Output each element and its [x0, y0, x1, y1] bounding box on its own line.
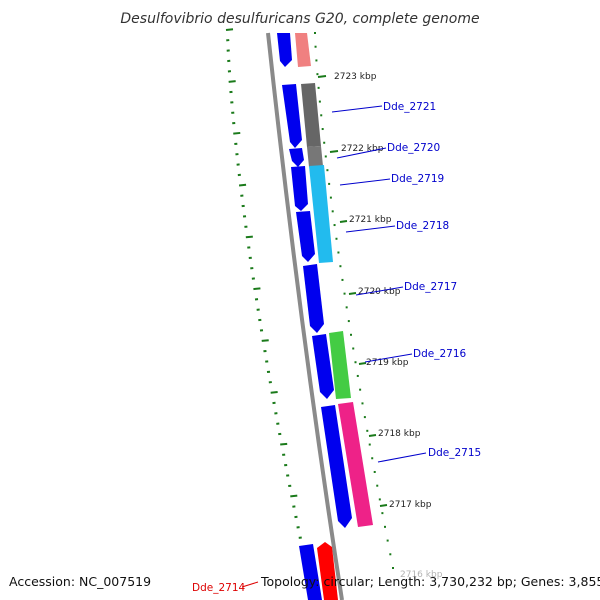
gene-labels: Dde_2721 Dde_2720 Dde_2719 Dde_2718 Dde_… [192, 101, 481, 594]
gene-label-dde-2721[interactable]: Dde_2721 [383, 101, 436, 113]
kbp-tick [379, 504, 388, 507]
scale-tick [225, 28, 234, 31]
kbp-label: 2721 kbp [349, 215, 392, 225]
kbp-label: 2717 kbp [389, 500, 432, 510]
kbp-label: 2723 kbp [334, 72, 377, 82]
leader-line [331, 105, 383, 113]
leader-line [377, 452, 427, 463]
kbp-label: 2722 kbp [341, 144, 384, 154]
gene-block-magenta[interactable] [338, 402, 373, 527]
scale-tick [253, 287, 261, 291]
gene-arrow-forward[interactable] [312, 334, 334, 399]
scale-tick [233, 131, 241, 135]
leader-line [241, 581, 259, 588]
scale-tick [270, 391, 278, 394]
kbp-tick [368, 434, 377, 437]
gene-arrow-forward[interactable] [277, 33, 292, 67]
gene-arrow-forward[interactable] [299, 544, 322, 600]
gene-block-red[interactable] [317, 542, 338, 600]
scale-tick [290, 494, 298, 498]
kbp-tick [339, 220, 348, 223]
leader-line [345, 225, 396, 233]
accession-label: Accession: NC_007519 [9, 574, 151, 589]
gene-block-cyan[interactable] [309, 165, 333, 263]
gene-label-dde-2716[interactable]: Dde_2716 [413, 348, 467, 360]
leader-line [364, 353, 413, 363]
gene-label-dde-2715[interactable]: Dde_2715 [428, 447, 481, 459]
gene-label-dde-2717[interactable]: Dde_2717 [404, 281, 457, 293]
gene-block-green[interactable] [329, 331, 351, 399]
scale-tick [245, 235, 253, 239]
kbp-tick [317, 75, 327, 78]
kbp-label: 2716 kbp [400, 570, 443, 580]
scale-tick [261, 339, 269, 342]
scale-tick [238, 183, 247, 187]
inner-tick-ring [314, 32, 394, 569]
gene-arrow-forward[interactable] [289, 148, 304, 167]
kbp-tick [329, 150, 339, 153]
genome-title: Desulfovibrio desulfuricans G20, complet… [120, 11, 479, 27]
kbp-label: 2720 kbp [358, 287, 401, 297]
gene-label-dde-2719[interactable]: Dde_2719 [391, 173, 444, 185]
gene-arrow-forward[interactable] [296, 211, 315, 262]
kbp-markers: 2723 kbp 2722 kbp 2721 kbp 2720 kbp 2719… [317, 72, 443, 580]
genome-backbone [266, 32, 344, 600]
genome-summary: Topology: circular; Length: 3,730,232 bp… [260, 574, 600, 589]
gene-label-dde-2714[interactable]: Dde_2714 [192, 582, 246, 594]
leader-line [339, 178, 391, 186]
gene-arrow-forward[interactable] [291, 166, 308, 211]
kbp-tick [348, 292, 357, 295]
gene-label-dde-2718[interactable]: Dde_2718 [396, 220, 449, 232]
gene-block-gray-light[interactable] [307, 146, 323, 167]
gene-block-pink[interactable] [295, 33, 311, 67]
leader-line [355, 286, 404, 296]
scale-tick [280, 442, 288, 446]
gene-block-gray[interactable] [301, 83, 321, 147]
gene-arrow-forward[interactable] [303, 264, 324, 333]
kbp-label: 2718 kbp [378, 429, 421, 439]
leader-line [336, 147, 387, 159]
gene-label-dde-2720[interactable]: Dde_2720 [387, 142, 440, 154]
kbp-tick [358, 362, 367, 365]
forward-strand-genes [277, 33, 352, 600]
scale-tick [228, 80, 236, 83]
kbp-label: 2719 kbp [366, 358, 409, 368]
gene-arrow-forward[interactable] [282, 84, 302, 148]
gene-arrow-forward[interactable] [321, 405, 352, 528]
reverse-strand-genes [295, 33, 373, 600]
